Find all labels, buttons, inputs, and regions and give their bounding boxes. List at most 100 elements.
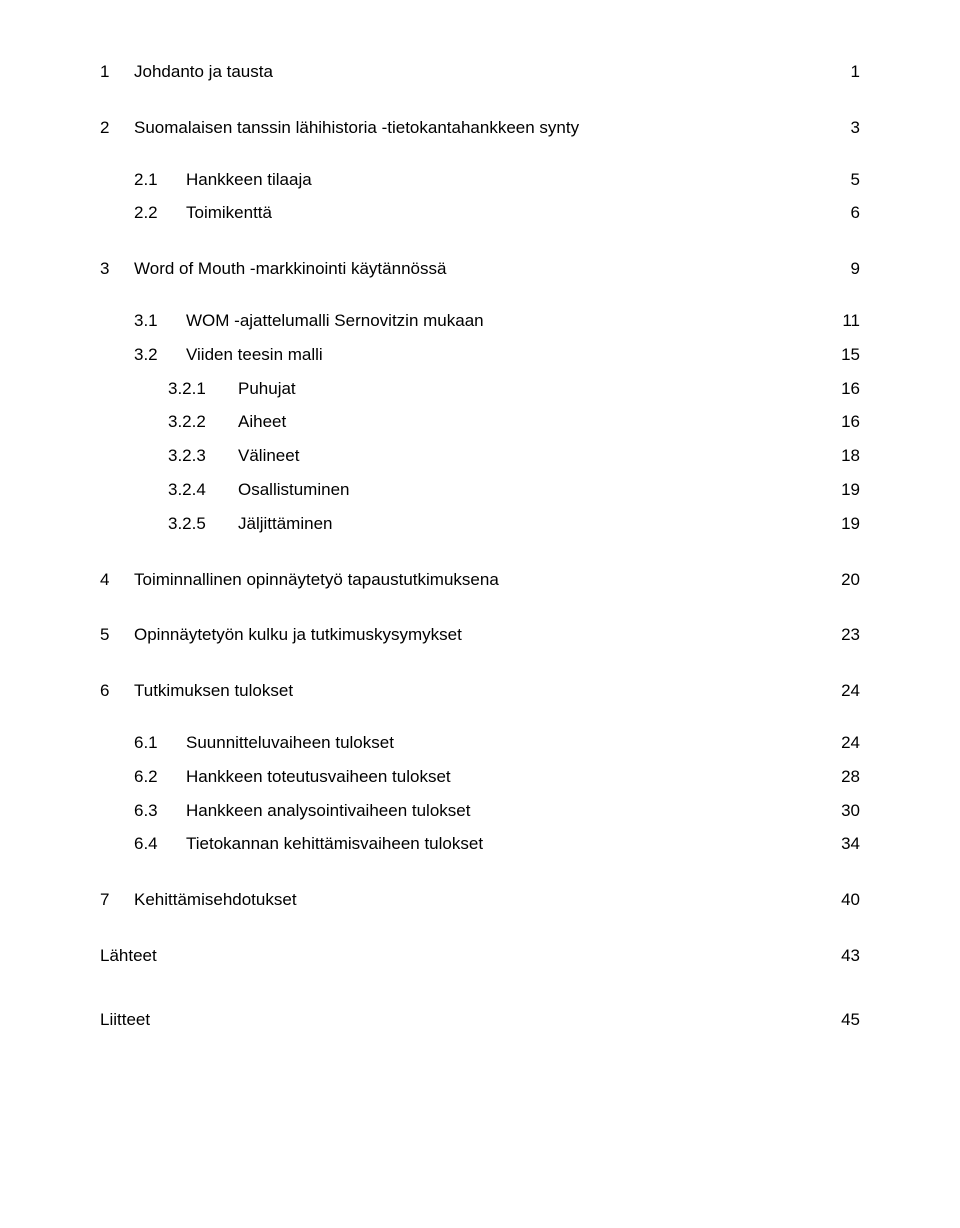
toc-title: Tietokannan kehittämisvaiheen tulokset	[186, 832, 820, 856]
toc-num: 3.1	[100, 309, 186, 333]
toc-title: Viiden teesin malli	[186, 343, 820, 367]
toc-page: 30	[820, 799, 860, 823]
toc-row-s2-1: 2.1 Hankkeen tilaaja 5	[100, 168, 860, 192]
toc-row-liitteet: Liitteet 45	[100, 1008, 860, 1032]
toc-row-s1: 1 Johdanto ja tausta 1	[100, 60, 860, 84]
spacer	[100, 789, 860, 799]
toc-title: Välineet	[238, 444, 820, 468]
toc-row-s6-3: 6.3 Hankkeen analysointivaiheen tulokset…	[100, 799, 860, 823]
toc-num: 1	[100, 60, 134, 84]
spacer	[100, 822, 860, 832]
toc-row-s3-2: 3.2 Viiden teesin malli 15	[100, 343, 860, 367]
toc-row-s3-2-1: 3.2.1 Puhujat 16	[100, 377, 860, 401]
toc-title: Kehittämisehdotukset	[134, 888, 820, 912]
toc-page: 11	[820, 309, 860, 333]
spacer	[100, 968, 860, 1008]
toc-page: 15	[820, 343, 860, 367]
toc-page: 19	[820, 478, 860, 502]
toc-num: 6.4	[100, 832, 186, 856]
spacer	[100, 333, 860, 343]
spacer	[100, 367, 860, 377]
toc-row-lahteet: Lähteet 43	[100, 944, 860, 968]
toc-page: 34	[820, 832, 860, 856]
toc-row-s5: 5 Opinnäytetyön kulku ja tutkimuskysymyk…	[100, 623, 860, 647]
toc-title: Liitteet	[100, 1008, 820, 1032]
spacer	[100, 755, 860, 765]
toc-num: 3.2.5	[100, 512, 238, 536]
toc-page: 1	[820, 60, 860, 84]
toc-title: Toiminnallinen opinnäytetyö tapaustutkim…	[134, 568, 820, 592]
toc-row-s3-2-4: 3.2.4 Osallistuminen 19	[100, 478, 860, 502]
toc-num: 6.3	[100, 799, 186, 823]
toc-page: 19	[820, 512, 860, 536]
toc-page: 40	[820, 888, 860, 912]
toc-row-s6-4: 6.4 Tietokannan kehittämisvaiheen tuloks…	[100, 832, 860, 856]
toc-page: 9	[820, 257, 860, 281]
toc-row-s3-2-3: 3.2.3 Välineet 18	[100, 444, 860, 468]
spacer	[100, 536, 860, 568]
toc-row-s2-2: 2.2 Toimikenttä 6	[100, 201, 860, 225]
toc-title: Puhujat	[238, 377, 820, 401]
spacer	[100, 400, 860, 410]
toc-title: Suomalaisen tanssin lähihistoria -tietok…	[134, 116, 820, 140]
toc-num: 3.2.2	[100, 410, 238, 434]
toc-page: 43	[820, 944, 860, 968]
spacer	[100, 191, 860, 201]
spacer	[100, 434, 860, 444]
toc-num: 4	[100, 568, 134, 592]
toc-num: 3	[100, 257, 134, 281]
toc-row-s3-2-5: 3.2.5 Jäljittäminen 19	[100, 512, 860, 536]
toc-num: 2	[100, 116, 134, 140]
toc-title: Osallistuminen	[238, 478, 820, 502]
toc-title: Lähteet	[100, 944, 820, 968]
toc-row-s3-1: 3.1 WOM -ajattelumalli Sernovitzin mukaa…	[100, 309, 860, 333]
toc-num: 3.2.3	[100, 444, 238, 468]
toc-row-s6-2: 6.2 Hankkeen toteutusvaiheen tulokset 28	[100, 765, 860, 789]
toc-page: 20	[820, 568, 860, 592]
toc-row-s6-1: 6.1 Suunnitteluvaiheen tulokset 24	[100, 731, 860, 755]
toc-row-s3-2-2: 3.2.2 Aiheet 16	[100, 410, 860, 434]
toc-row-s3: 3 Word of Mouth -markkinointi käytännöss…	[100, 257, 860, 281]
toc-row-s2: 2 Suomalaisen tanssin lähihistoria -tiet…	[100, 116, 860, 140]
toc-page: 16	[820, 410, 860, 434]
toc-page: 23	[820, 623, 860, 647]
spacer	[100, 591, 860, 623]
spacer	[100, 225, 860, 257]
spacer	[100, 502, 860, 512]
toc-page: 45	[820, 1008, 860, 1032]
toc-title: Toimikenttä	[186, 201, 820, 225]
toc-page: 24	[820, 679, 860, 703]
spacer	[100, 703, 860, 731]
toc-title: Tutkimuksen tulokset	[134, 679, 820, 703]
toc-title: Word of Mouth -markkinointi käytännössä	[134, 257, 820, 281]
toc-page: 3	[820, 116, 860, 140]
toc-row-s7: 7 Kehittämisehdotukset 40	[100, 888, 860, 912]
spacer	[100, 84, 860, 116]
page: 1 Johdanto ja tausta 1 2 Suomalaisen tan…	[0, 0, 960, 1228]
toc-num: 2.1	[100, 168, 186, 192]
toc-title: Jäljittäminen	[238, 512, 820, 536]
toc-num: 3.2.4	[100, 478, 238, 502]
toc-num: 3.2.1	[100, 377, 238, 401]
toc-num: 3.2	[100, 343, 186, 367]
toc-title: Hankkeen tilaaja	[186, 168, 820, 192]
spacer	[100, 647, 860, 679]
toc-num: 5	[100, 623, 134, 647]
toc-page: 28	[820, 765, 860, 789]
toc-num: 2.2	[100, 201, 186, 225]
toc-page: 5	[820, 168, 860, 192]
toc-page: 16	[820, 377, 860, 401]
spacer	[100, 468, 860, 478]
toc-page: 24	[820, 731, 860, 755]
toc-num: 7	[100, 888, 134, 912]
toc-row-s4: 4 Toiminnallinen opinnäytetyö tapaustutk…	[100, 568, 860, 592]
spacer	[100, 140, 860, 168]
toc-title: Suunnitteluvaiheen tulokset	[186, 731, 820, 755]
toc-title: Aiheet	[238, 410, 820, 434]
spacer	[100, 856, 860, 888]
toc-page: 18	[820, 444, 860, 468]
toc-num: 6.1	[100, 731, 186, 755]
toc-title: Opinnäytetyön kulku ja tutkimuskysymykse…	[134, 623, 820, 647]
toc-title: WOM -ajattelumalli Sernovitzin mukaan	[186, 309, 820, 333]
toc-title: Hankkeen analysointivaiheen tulokset	[186, 799, 820, 823]
